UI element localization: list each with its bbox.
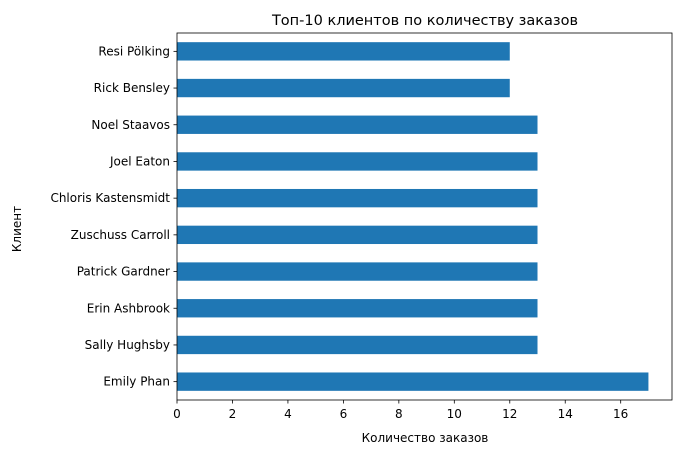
bar (177, 152, 538, 171)
y-tick-label: Zuschuss Carroll (71, 228, 170, 242)
x-tick-label: 12 (502, 407, 517, 421)
bar (177, 372, 649, 391)
y-tick-label: Noel Staavos (91, 118, 170, 132)
chart-title: Топ-10 клиентов по количеству заказов (271, 13, 578, 29)
y-tick-label: Patrick Gardner (77, 265, 170, 279)
bar (177, 188, 538, 208)
x-tick-label: 16 (613, 407, 628, 421)
x-tick-label: 6 (340, 407, 348, 421)
bar (177, 115, 538, 134)
y-tick-label: Joel Eaton (109, 154, 170, 168)
y-tick-label: Resi Pölking (98, 44, 170, 58)
x-axis-label: Количество заказов (362, 431, 489, 445)
bar (177, 225, 538, 245)
plot-frame (176, 32, 673, 401)
x-tick-label: 8 (395, 407, 403, 421)
y-tick-label: Sally Hughsby (85, 338, 170, 352)
x-tick-label: 14 (558, 407, 573, 421)
x-tick-label: 0 (173, 407, 181, 421)
bar (177, 42, 510, 61)
y-tick-label: Rick Bensley (94, 81, 170, 95)
y-tick-label: Emily Phan (103, 375, 170, 389)
bar (177, 78, 510, 98)
x-tick-label: 4 (284, 407, 292, 421)
x-tick-label: 2 (229, 407, 237, 421)
y-tick-label: Chloris Kastensmidt (50, 191, 170, 205)
y-axis-ticks: Emily Phan Sally Hughsby Erin Ashbrook Patr… (50, 44, 177, 389)
bar (177, 335, 538, 355)
y-axis-label: Клиент (10, 206, 24, 252)
x-axis-ticks: 0 2 4 6 8 10 12 14 16 (173, 400, 628, 421)
y-tick-label: Erin Ashbrook (87, 301, 170, 315)
bar (177, 299, 538, 318)
bar (177, 262, 538, 281)
bars-group (177, 42, 649, 391)
x-tick-label: 10 (447, 407, 462, 421)
